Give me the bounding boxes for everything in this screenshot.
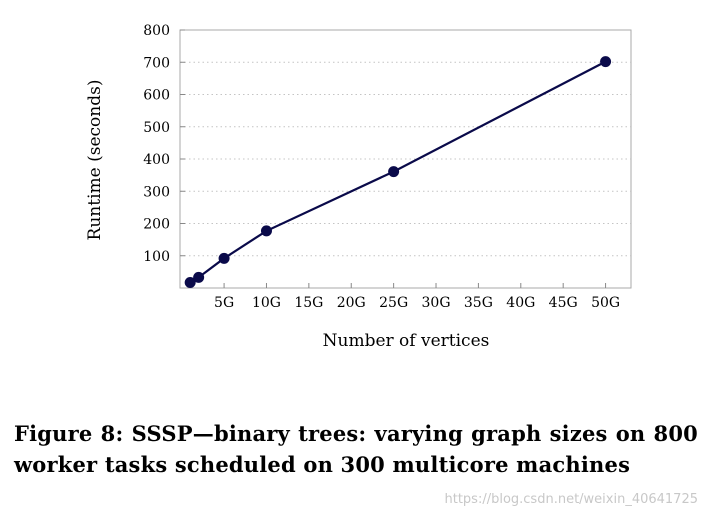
figure-caption: Figure 8: SSSP—binary trees: varying gra…	[14, 421, 698, 477]
y-tick-label: 200	[143, 217, 170, 233]
y-tick-label: 500	[143, 120, 170, 136]
y-tick-label: 400	[143, 152, 170, 168]
data-point	[260, 225, 272, 237]
x-tick-label: 15G	[294, 295, 323, 311]
x-tick-label: 5G	[214, 295, 234, 311]
data-point	[388, 166, 400, 178]
x-tick-label: 30G	[422, 295, 451, 311]
x-tick-label: 45G	[549, 295, 578, 311]
x-tick-label: 10G	[252, 295, 281, 311]
y-tick-label: 700	[143, 55, 170, 71]
y-axis-ticks: 100 200 300 400 500 600 700 800	[143, 23, 185, 265]
x-axis-label: Number of vertices	[323, 331, 490, 351]
x-tick-label: 20G	[337, 295, 366, 311]
y-tick-label: 600	[143, 88, 170, 104]
x-axis-ticks: 5G 10G 15G 20G 25G 30G 35G 40G 45G 50G	[214, 283, 620, 311]
watermark-url: https://blog.csdn.net/weixin_40641725	[444, 492, 698, 507]
x-tick-label: 50G	[591, 295, 620, 311]
runtime-line-chart: 100 200 300 400 500 600 700 800 5G 10G 15G 20G 25G 3…	[85, 23, 632, 351]
x-tick-label: 35G	[464, 295, 493, 311]
series-layer	[184, 56, 612, 289]
gridlines	[180, 61, 631, 257]
x-tick-label: 40G	[506, 295, 535, 311]
y-axis-label: Runtime (seconds)	[85, 80, 105, 241]
data-point	[600, 56, 612, 68]
data-point	[193, 271, 205, 283]
y-tick-label: 300	[143, 184, 170, 200]
x-tick-label: 25G	[379, 295, 408, 311]
data-point	[218, 252, 230, 264]
data-point	[184, 277, 196, 289]
y-tick-label: 800	[143, 23, 170, 39]
y-tick-label: 100	[143, 249, 170, 265]
